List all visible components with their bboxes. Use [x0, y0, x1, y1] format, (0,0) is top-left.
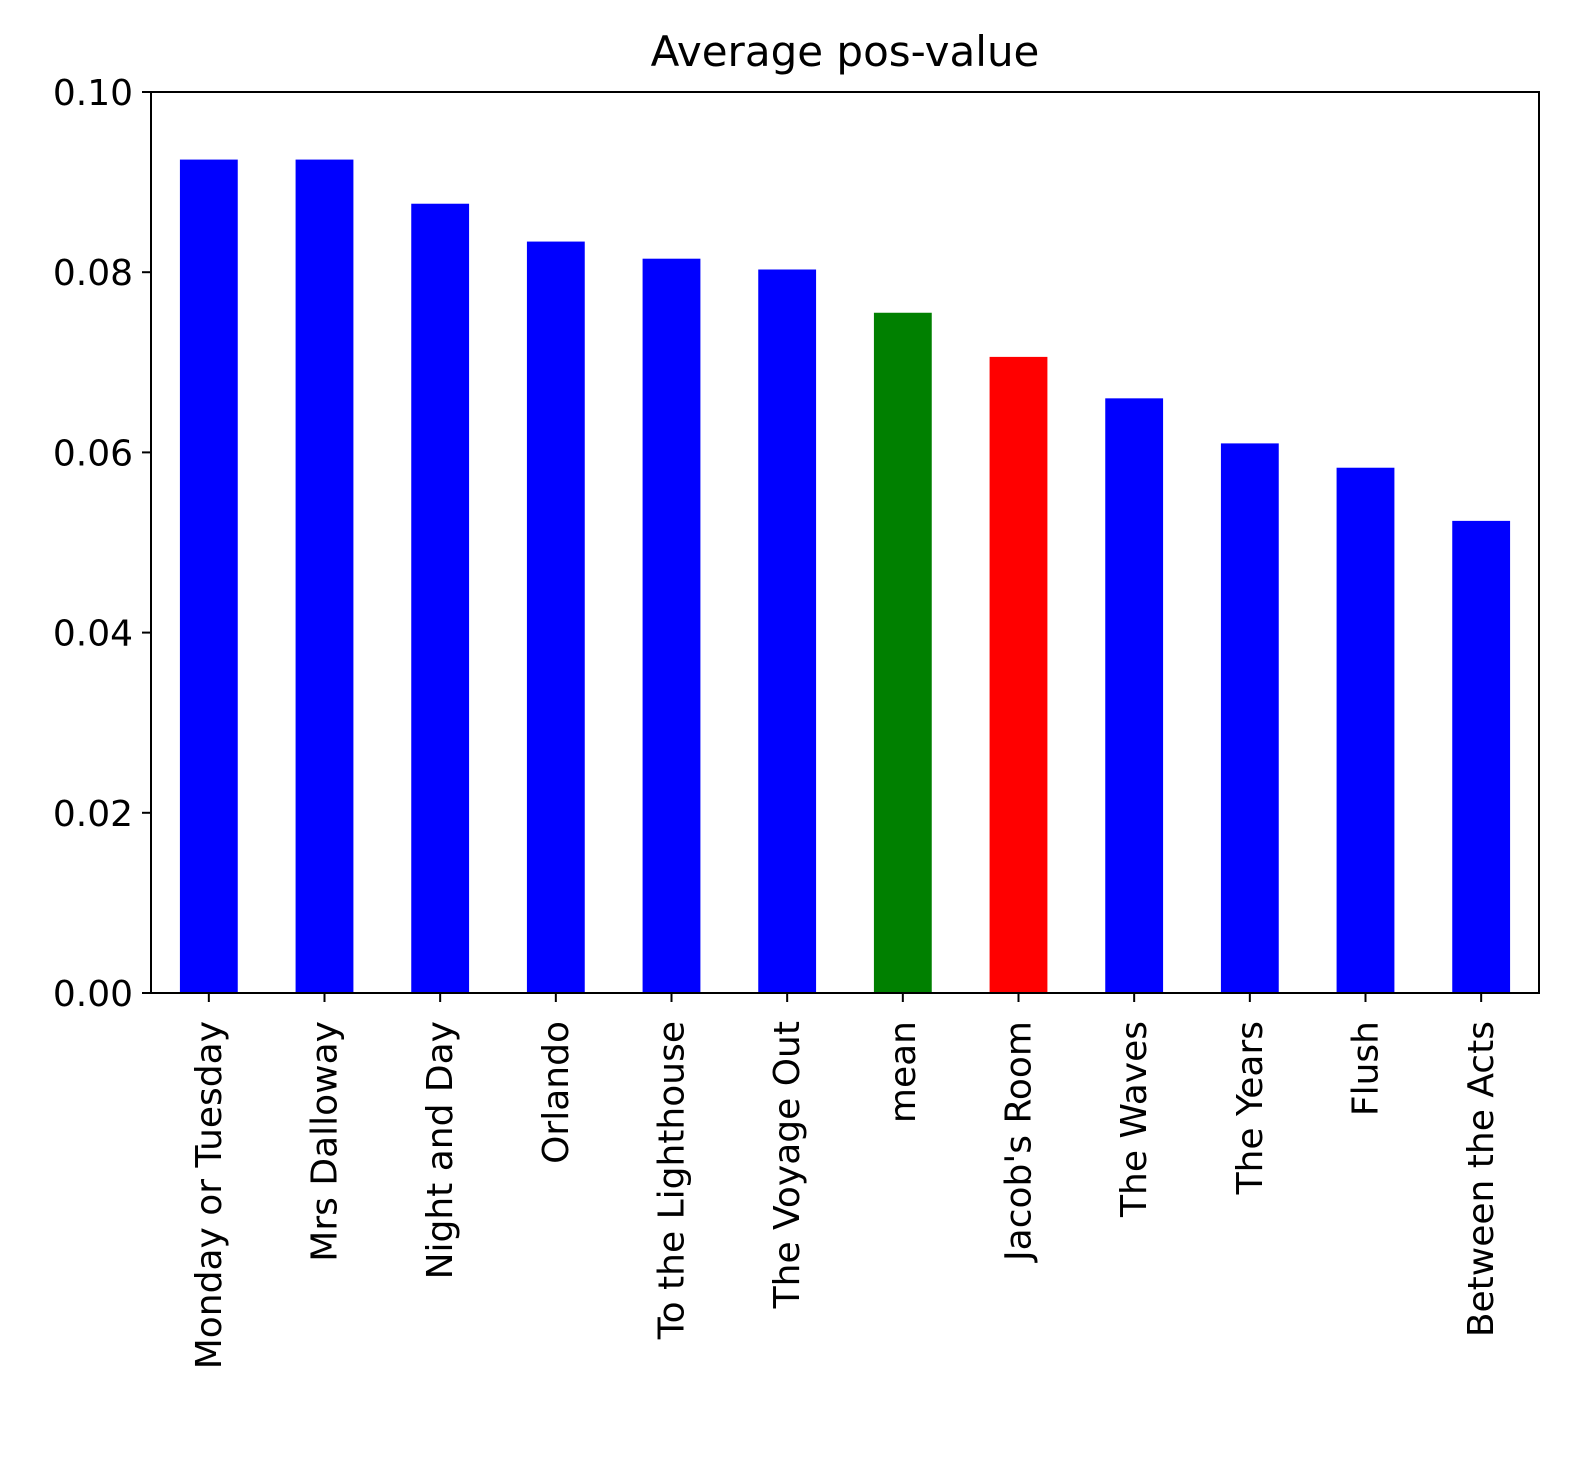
y-tick-label: 0.04	[53, 614, 133, 655]
bar	[179, 159, 238, 993]
y-tick-label: 0.02	[53, 794, 133, 835]
bars-group	[179, 159, 1511, 994]
bar	[411, 203, 470, 994]
bar	[989, 356, 1048, 993]
y-tick-label: 0.10	[53, 73, 133, 114]
x-tick-label: Mrs Dalloway	[305, 1021, 346, 1262]
y-axis: 0.00 0.02 0.04 0.06 0.08 0.10	[53, 73, 151, 1015]
bar	[642, 258, 701, 993]
x-tick-label: Monday or Tuesday	[189, 1021, 230, 1369]
x-tick-label: The Years	[1230, 1021, 1271, 1195]
x-tick-label: To the Lighthouse	[652, 1021, 693, 1340]
x-tick-label: Night and Day	[420, 1021, 461, 1279]
bar	[526, 241, 585, 993]
bar	[1105, 398, 1164, 994]
x-tick-label: Flush	[1346, 1021, 1387, 1116]
bar	[1452, 520, 1511, 993]
chart-title: Average pos-value	[651, 27, 1040, 76]
y-tick-label: 0.00	[53, 974, 133, 1015]
x-tick-label: mean	[883, 1021, 924, 1123]
x-axis: Monday or Tuesday Mrs Dalloway Night and D…	[189, 993, 1502, 1369]
x-tick-label: The Waves	[1114, 1021, 1155, 1218]
bar	[758, 269, 817, 993]
y-tick-label: 0.06	[53, 433, 133, 474]
bar	[1220, 443, 1279, 993]
x-tick-label: Jacob's Room	[999, 1021, 1040, 1263]
x-tick-label: Between the Acts	[1461, 1021, 1502, 1337]
plot-frame	[150, 91, 1540, 994]
bar	[295, 159, 354, 993]
bar	[1336, 467, 1395, 994]
x-tick-label: Orlando	[536, 1021, 577, 1164]
y-tick-label: 0.08	[53, 253, 133, 294]
bar	[873, 312, 932, 993]
x-tick-label: The Voyage Out	[767, 1021, 808, 1309]
